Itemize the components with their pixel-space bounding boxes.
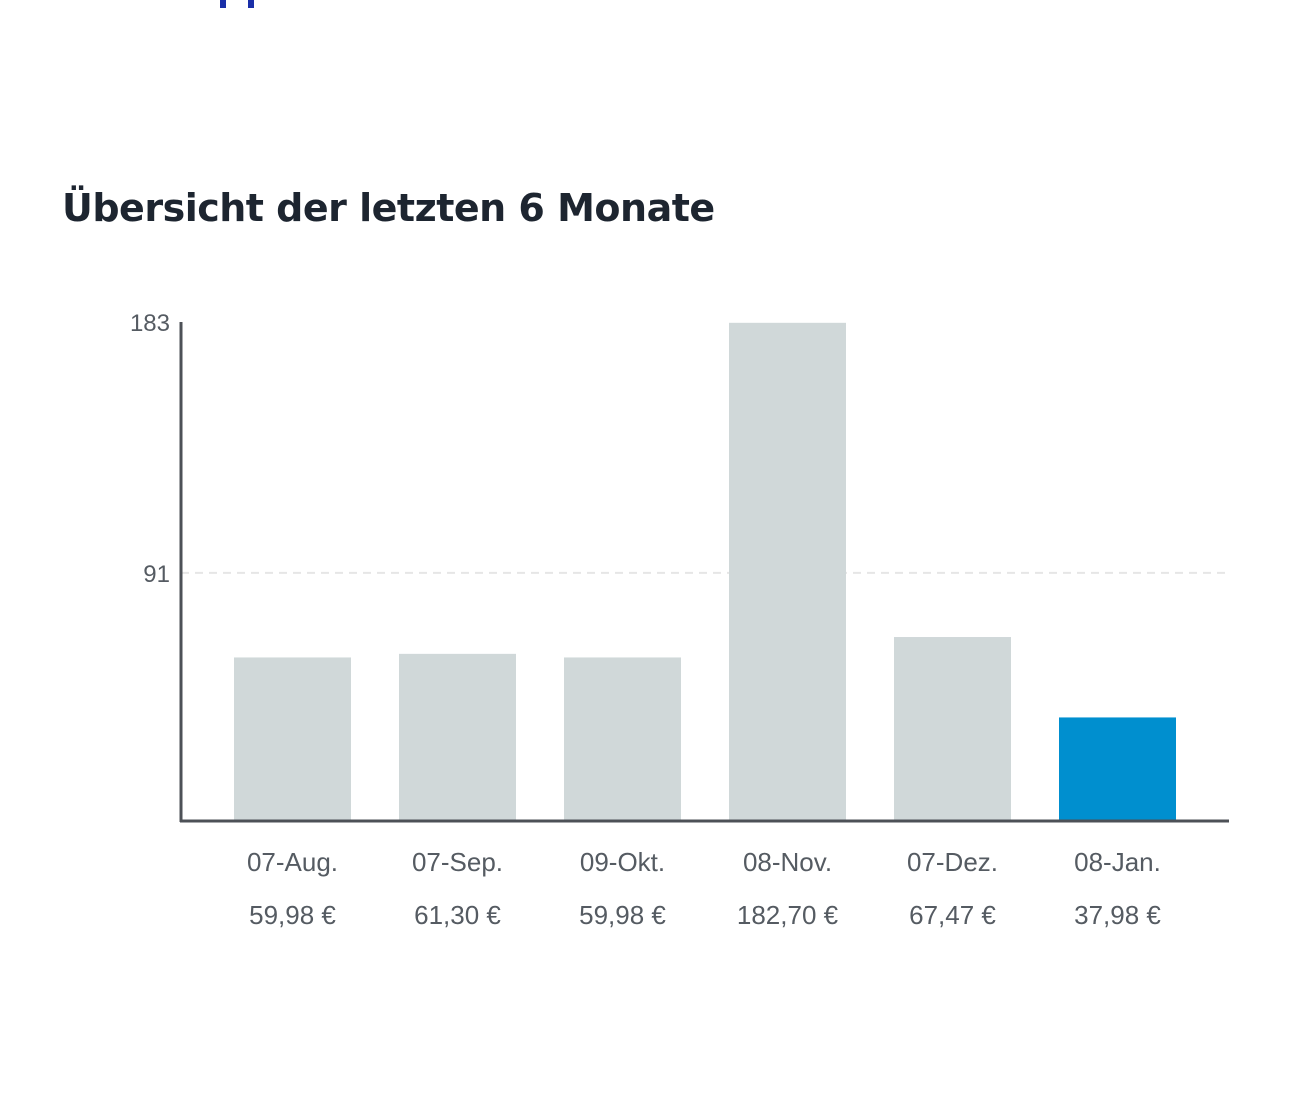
bar [234, 657, 351, 821]
x-tick-label: 08-Jan. [1074, 847, 1161, 877]
value-label: 59,98 € [579, 900, 666, 930]
x-tick-label: 07-Sep. [412, 847, 503, 877]
bar [399, 653, 516, 821]
x-tick-label: 07-Aug. [247, 847, 338, 877]
x-tick-label: 07-Dez. [907, 847, 998, 877]
value-label: 182,70 € [737, 900, 839, 930]
x-tick-label: 08-Nov. [743, 847, 832, 877]
value-label: 37,98 € [1074, 900, 1161, 930]
bar [1059, 717, 1176, 821]
value-label: 61,30 € [414, 900, 501, 930]
bar [729, 322, 846, 821]
value-label: 59,98 € [249, 900, 336, 930]
top-fragment-mark [220, 0, 226, 8]
y-tick-label: 91 [143, 561, 170, 588]
y-tick-label: 183 [130, 310, 170, 337]
chart-title: Übersicht der letzten 6 Monate [62, 186, 715, 230]
bar [564, 657, 681, 821]
bar [894, 637, 1011, 821]
x-tick-label: 09-Okt. [580, 847, 665, 877]
value-label: 67,47 € [909, 900, 996, 930]
top-fragment-mark [248, 0, 254, 8]
